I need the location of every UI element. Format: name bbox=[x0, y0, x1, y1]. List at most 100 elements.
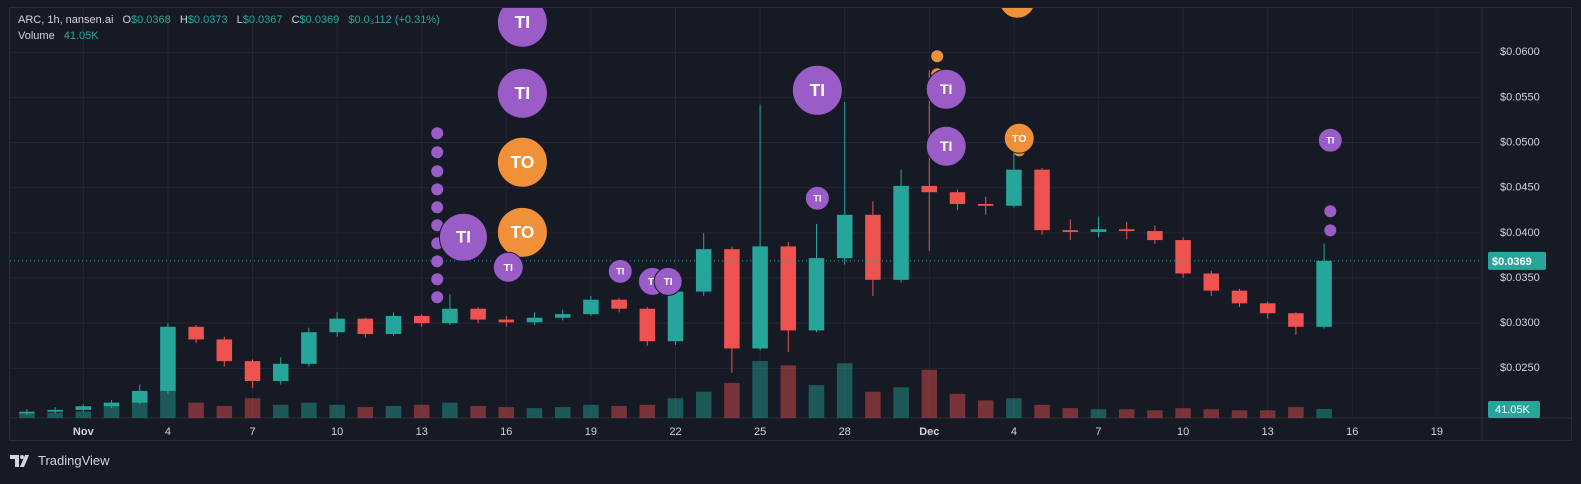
signal-label: TI bbox=[616, 267, 624, 277]
candle-body bbox=[47, 409, 63, 412]
signal-label: TI bbox=[940, 138, 952, 154]
x-tick-label: 16 bbox=[1346, 426, 1358, 438]
volume-bar bbox=[357, 407, 374, 418]
signal-bubble bbox=[496, 8, 548, 48]
volume-badge bbox=[1488, 400, 1540, 418]
volume-bar bbox=[75, 411, 92, 418]
y-tick-label: $0.0400 bbox=[1500, 227, 1540, 239]
signal-label: TO bbox=[510, 222, 534, 242]
volume-bar bbox=[893, 387, 909, 418]
volume-bar bbox=[1288, 407, 1304, 418]
x-tick-label: 7 bbox=[1095, 426, 1101, 438]
candle-body bbox=[272, 363, 289, 381]
signal-bubble bbox=[653, 266, 683, 296]
x-tick-label: 4 bbox=[165, 426, 171, 438]
candle-body bbox=[611, 299, 627, 309]
volume-bar bbox=[244, 398, 261, 418]
y-tick-label: $0.0500 bbox=[1500, 136, 1540, 148]
signal-bubble bbox=[1003, 122, 1035, 154]
volume-bar bbox=[1034, 404, 1050, 418]
candle-body bbox=[1316, 260, 1332, 327]
signal-bubble bbox=[438, 212, 488, 262]
volume-bar bbox=[639, 404, 656, 418]
candle-body bbox=[780, 246, 797, 331]
signal-dot bbox=[431, 291, 444, 304]
brand: TradingView bbox=[38, 453, 110, 468]
volume-bar bbox=[498, 407, 515, 418]
volume-bar bbox=[752, 360, 768, 418]
logo bbox=[10, 454, 29, 467]
volume-bar bbox=[442, 402, 458, 418]
volume-bar bbox=[865, 391, 881, 418]
signal-bubble bbox=[925, 125, 967, 167]
candle-body bbox=[1288, 313, 1304, 327]
candle-body bbox=[413, 315, 430, 324]
candle-body bbox=[526, 317, 543, 323]
candle-body bbox=[1006, 169, 1022, 206]
candle-body bbox=[357, 318, 374, 335]
signal-dot bbox=[1324, 224, 1337, 237]
volume-bar bbox=[1006, 398, 1022, 418]
volume-bar bbox=[921, 369, 938, 418]
signal-label: TI bbox=[515, 12, 531, 32]
signal-bubble bbox=[1317, 127, 1343, 153]
candle-body bbox=[921, 185, 938, 193]
volume-bar bbox=[554, 407, 571, 418]
volume-bar bbox=[1062, 408, 1079, 418]
y-tick-label: $0.0550 bbox=[1500, 91, 1540, 103]
y-tick-label: $0.0600 bbox=[1500, 46, 1540, 58]
x-tick-label: Dec bbox=[919, 426, 939, 438]
volume-bar bbox=[724, 382, 740, 418]
x-tick-label: 13 bbox=[1262, 426, 1274, 438]
volume-bar bbox=[611, 405, 627, 418]
candle-body bbox=[1034, 169, 1050, 231]
candle-body bbox=[470, 308, 486, 320]
y-tick-label: $0.0300 bbox=[1500, 317, 1540, 329]
x-tick-label: 13 bbox=[416, 426, 428, 438]
signal-label: TI bbox=[648, 277, 657, 288]
signal-dot bbox=[431, 183, 444, 196]
volume-bar bbox=[188, 402, 204, 418]
volume-bar bbox=[1259, 410, 1276, 418]
footer: TradingView bbox=[10, 453, 110, 468]
candle-body bbox=[893, 185, 909, 280]
signal-dot bbox=[431, 201, 444, 214]
candle-body bbox=[216, 339, 233, 362]
volume-bar bbox=[695, 391, 712, 418]
volume-bar bbox=[160, 385, 176, 418]
volume-bar bbox=[977, 400, 994, 418]
volume-bar bbox=[583, 404, 599, 418]
candle-body bbox=[244, 361, 261, 381]
price-badge bbox=[1488, 251, 1546, 270]
signal-dot bbox=[1324, 205, 1337, 218]
candle-body bbox=[160, 326, 176, 391]
candle-body bbox=[554, 314, 571, 318]
candle-body bbox=[19, 411, 35, 414]
x-tick-label: 19 bbox=[585, 426, 597, 438]
signal-label: TI bbox=[1326, 136, 1334, 146]
signal-dot bbox=[931, 50, 944, 63]
signal-bubble bbox=[496, 206, 548, 258]
candle-body bbox=[836, 214, 853, 259]
signal-bubble bbox=[492, 251, 524, 283]
x-tick-label: Nov bbox=[73, 426, 95, 438]
chart-frame bbox=[9, 7, 1572, 441]
candle-body bbox=[131, 390, 148, 403]
volume-badge-label: 41.05K bbox=[1495, 404, 1531, 416]
volume-bar bbox=[301, 402, 317, 418]
x-tick-label: 16 bbox=[500, 426, 512, 438]
x-tick-label: 10 bbox=[1177, 426, 1189, 438]
x-tick-label: 10 bbox=[331, 426, 343, 438]
volume-bar bbox=[780, 365, 797, 418]
signal-bubble bbox=[791, 64, 843, 116]
x-tick-label: 19 bbox=[1431, 426, 1443, 438]
volume-bar bbox=[470, 405, 486, 418]
signal-dot bbox=[431, 127, 444, 140]
volume-bar bbox=[413, 404, 430, 418]
y-tick-label: $0.0450 bbox=[1500, 182, 1540, 194]
volume-bar bbox=[667, 398, 684, 418]
candle-body bbox=[103, 402, 120, 407]
signal-dot bbox=[431, 146, 444, 159]
